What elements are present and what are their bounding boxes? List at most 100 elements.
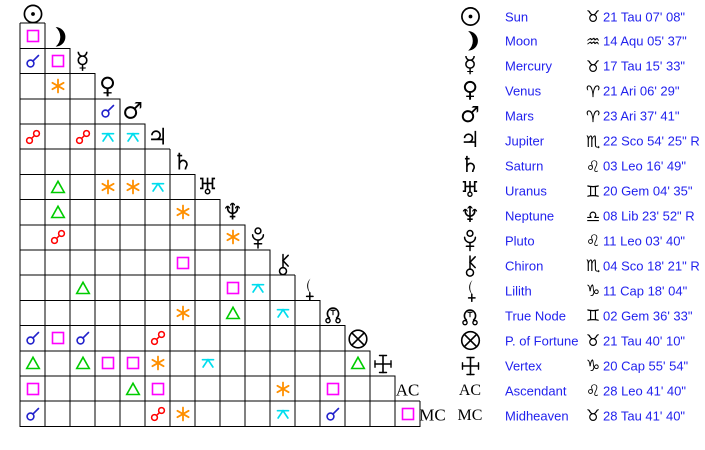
aspect-venus-moon-sextile (50, 78, 65, 94)
aspect-chiron-saturn-square (175, 255, 190, 270)
uranus-icon: ♅ (460, 178, 480, 204)
legend-position: 08 Lib 23' 52" R (603, 208, 695, 224)
legend-planet-name: Ascendant (505, 383, 567, 399)
grid-planet-venus-glyph: ♀ (99, 73, 116, 100)
moon-icon (455, 29, 485, 54)
legend-row-moon: Moon ♒ 14 Aqu 05' 37" (455, 29, 705, 54)
legend-row-chiron: Chiron ♏ 04 Sco 18' 21" R (455, 253, 705, 278)
aspect-mercury-sun-conjunction (25, 54, 40, 69)
venus-icon: ♀ (461, 78, 479, 104)
legend-planet-name: Lilith (505, 283, 532, 299)
aspect-vertex-uranus-quincunx (200, 356, 215, 371)
legend-row-saturn: ♄ Saturn ♌ 03 Leo 16' 49" (455, 154, 705, 179)
lilith-icon (455, 278, 485, 303)
legend-planet-name: Moon (505, 33, 538, 49)
legend-position: 03 Leo 16' 49" (603, 158, 687, 174)
legend-planet-name: P. of Fortune (505, 333, 579, 349)
taurus-sign-icon: ♉ (585, 56, 601, 76)
capricorn-sign-icon: ♑ (585, 356, 601, 376)
grid-planet-lilith-glyph (300, 277, 316, 301)
grid-planet-jupiter-glyph: ♃ (147, 124, 168, 151)
legend-row-sun: Sun ♉ 21 Tau 07' 08" (455, 4, 705, 29)
legend-position: 02 Gem 36' 33" (603, 308, 693, 324)
legend-row-mars: ♂ Mars ♈ 23 Ari 37' 41" (455, 104, 705, 129)
taurus-sign-icon: ♉ (585, 7, 601, 26)
grid-planet-mercury-glyph: ☿ (75, 48, 90, 75)
aspect-ac-mars-trine (124, 381, 141, 396)
aspect-vertex-jupiter-sextile (150, 355, 165, 371)
aspect-jupiter-mars-quincunx (125, 129, 140, 144)
legend-position: 23 Ari 37' 41" (603, 108, 680, 124)
taurus-sign-icon: ♉ (585, 406, 601, 426)
aspect-ac-sun-square (25, 381, 40, 396)
sun-icon (455, 4, 485, 29)
aspect-fortune-sun-conjunction (25, 331, 40, 346)
scorpio-sign-icon: ♏ (585, 131, 601, 151)
aspect-moon-sun-square (25, 28, 40, 43)
gemini-sign-icon: ♊ (585, 306, 601, 326)
aspect-fortune-jupiter-opposition (150, 331, 165, 346)
legend-row-lilith: Lilith ♑ 11 Cap 18' 04" (455, 278, 705, 303)
aspect-truenode-saturn-sextile (175, 305, 190, 321)
grid-planet-fortune-glyph (347, 329, 368, 350)
legend-planet-name: Uranus (505, 183, 547, 199)
aspect-truenode-chiron-quincunx (275, 306, 290, 321)
grid-planet-saturn-glyph: ♄ (172, 149, 193, 176)
legend-position: 17 Tau 15' 33" (603, 58, 686, 74)
aspect-lilith-mercury-trine (74, 280, 91, 295)
fortune-icon (455, 328, 485, 353)
legend-planet-name: Mercury (505, 58, 552, 74)
legend-planet-name: Chiron (505, 258, 544, 274)
legend-row-pluto: Pluto ♌ 11 Leo 03' 40" (455, 228, 705, 253)
aspect-fortune-moon-square (50, 331, 65, 346)
aspect-pluto-neptune-sextile (225, 229, 240, 245)
legend-position: 11 Leo 03' 40" (603, 233, 686, 249)
legend-planet-name: Pluto (505, 233, 535, 249)
vertex-icon (455, 353, 485, 378)
taurus-sign-icon: ♉ (585, 331, 601, 351)
grid-planet-truenode-glyph (324, 303, 341, 325)
legend-position: 21 Tau 40' 10" (603, 333, 686, 349)
legend-position: 20 Cap 55' 54" (603, 358, 689, 374)
grid-planet-uranus-glyph: ♅ (197, 174, 218, 201)
aspect-mc-sun-conjunction (25, 406, 40, 421)
aspect-ac-truenode-square (325, 381, 340, 396)
aspect-vertex-venus-square (100, 356, 115, 371)
aspect-mercury-moon-square (50, 54, 65, 69)
grid-planet-moon-glyph (50, 26, 65, 48)
mercury-icon: ☿ (463, 53, 477, 79)
legend-position: 21 Ari 06' 29" (603, 83, 680, 99)
legend-row-ac: AC Ascendant ♌ 28 Leo 41' 40" (455, 378, 705, 403)
legend-planet-name: Mars (505, 108, 534, 124)
grid-planet-sun-glyph (22, 3, 43, 24)
legend-row-neptune: ♆ Neptune ♎ 08 Lib 23' 52" R (455, 204, 705, 229)
legend-row-venus: ♀ Venus ♈ 21 Ari 06' 29" (455, 79, 705, 104)
chiron-icon (455, 253, 485, 278)
grid-planet-neptune-glyph: ♆ (222, 199, 243, 226)
legend-position: 04 Sco 18' 21" R (603, 258, 700, 274)
grid-planet-ac-glyph: AC (395, 380, 420, 400)
legend-planet-name: Jupiter (505, 133, 545, 149)
legend-planet-name: Vertex (505, 358, 542, 374)
jupiter-icon: ♃ (460, 128, 480, 154)
legend-row-truenode: True Node ♊ 02 Gem 36' 33" (455, 303, 705, 328)
aspect-ac-chiron-sextile (275, 381, 290, 396)
aspect-mc-ac-square (400, 406, 415, 421)
aspect-pluto-moon-opposition (50, 230, 65, 245)
legend-row-fortune: P. of Fortune ♉ 21 Tau 40' 10" (455, 328, 705, 353)
legend-planet-name: Venus (505, 83, 542, 99)
neptune-icon: ♆ (460, 203, 480, 229)
leo-sign-icon: ♌ (585, 156, 601, 176)
legend-planet-name: Saturn (505, 158, 544, 174)
aspect-lilith-neptune-square (225, 280, 240, 295)
grid-planet-chiron-glyph (275, 252, 291, 275)
legend-position: 21 Tau 07' 08" (603, 9, 686, 24)
legend-row-mercury: ☿ Mercury ♉ 17 Tau 15' 33" (455, 54, 705, 79)
aspect-mc-jupiter-opposition (150, 406, 165, 421)
gemini-sign-icon: ♊ (585, 181, 601, 201)
saturn-icon: ♄ (460, 153, 480, 179)
legend-position: 22 Sco 54' 25" R (603, 133, 700, 149)
legend-position: 28 Tau 41' 40" (603, 408, 686, 424)
legend-planet-name: True Node (505, 308, 566, 324)
